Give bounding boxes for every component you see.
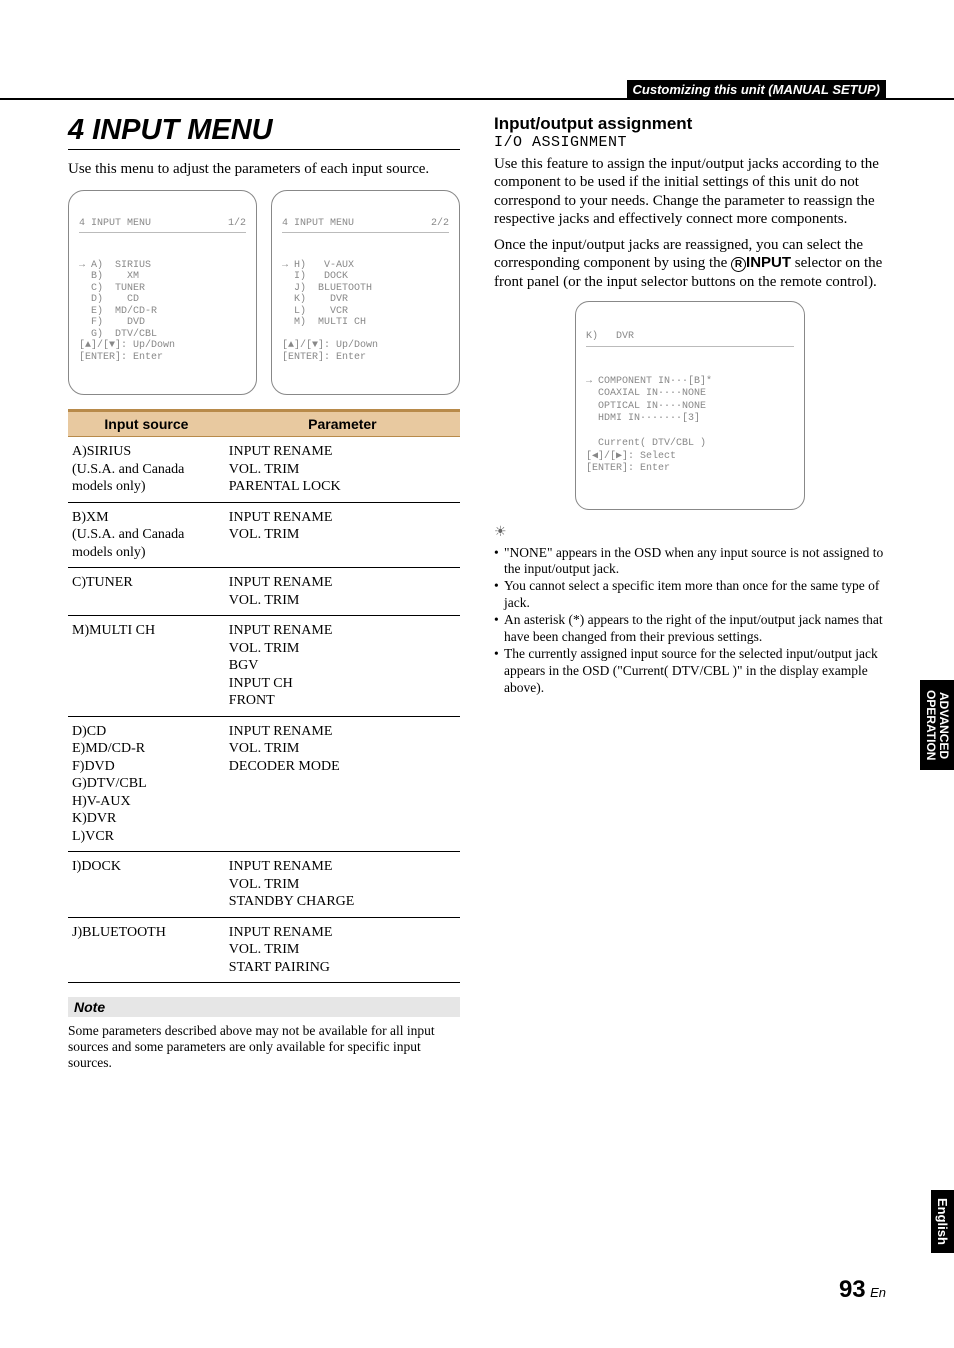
osd-panel-2: 4 INPUT MENU 2/2 → H) V-AUX I) DOCK J) B… — [271, 190, 460, 395]
osd1-body: → A) SIRIUS B) XM C) TUNER D) CD E) MD/C… — [79, 260, 246, 364]
osd1-title: 4 INPUT MENU — [79, 218, 151, 230]
io-heading: Input/output assignment — [494, 114, 886, 134]
tips-item: "NONE" appears in the OSD when any input… — [494, 545, 886, 579]
table-row: J)BLUETOOTHINPUT RENAME VOL. TRIM START … — [68, 917, 460, 983]
note-body: Some parameters described above may not … — [68, 1023, 460, 1072]
cell-param: INPUT RENAME VOL. TRIM BGV INPUT CH FRON… — [225, 616, 460, 717]
right-column: Input/output assignment I/O ASSIGNMENT U… — [494, 114, 886, 1072]
io-p2-bold: INPUT — [746, 254, 791, 271]
tips-item: You cannot select a specific item more t… — [494, 578, 886, 612]
cell-param: INPUT RENAME VOL. TRIM DECODER MODE — [225, 716, 460, 852]
cell-source: D)CD E)MD/CD-R F)DVD G)DTV/CBL H)V-AUX K… — [68, 716, 225, 852]
io-p2: Once the input/output jacks are reassign… — [494, 236, 886, 291]
osd1-page: 1/2 — [228, 218, 246, 230]
page-num-suffix: En — [870, 1285, 886, 1300]
page-columns: 4 INPUT MENU Use this menu to adjust the… — [0, 0, 954, 1072]
table-row: D)CD E)MD/CD-R F)DVD G)DTV/CBL H)V-AUX K… — [68, 716, 460, 852]
cell-source: C)TUNER — [68, 568, 225, 616]
cell-param: INPUT RENAME VOL. TRIM STANDBY CHARGE — [225, 852, 460, 918]
cell-param: INPUT RENAME VOL. TRIM — [225, 568, 460, 616]
cell-source: M)MULTI CH — [68, 616, 225, 717]
cell-source: A)SIRIUS (U.S.A. and Canada models only) — [68, 437, 225, 503]
osd-row: 4 INPUT MENU 1/2 → A) SIRIUS B) XM C) TU… — [68, 190, 460, 395]
cell-source: I)DOCK — [68, 852, 225, 918]
osd2-page: 2/2 — [431, 218, 449, 230]
header-breadcrumb: Customizing this unit (MANUAL SETUP) — [627, 80, 886, 99]
osd2-body: → H) V-AUX I) DOCK J) BLUETOOTH K) DVR L… — [282, 260, 449, 364]
cell-param: INPUT RENAME VOL. TRIM — [225, 502, 460, 568]
th-parameter: Parameter — [225, 411, 460, 437]
table-row: C)TUNERINPUT RENAME VOL. TRIM — [68, 568, 460, 616]
side-tab-english: English — [931, 1190, 954, 1253]
table-row: B)XM (U.S.A. and Canada models only)INPU… — [68, 502, 460, 568]
tips-icon: ☀ — [494, 524, 886, 541]
param-table: Input source Parameter A)SIRIUS (U.S.A. … — [68, 409, 460, 983]
left-column: 4 INPUT MENU Use this menu to adjust the… — [68, 114, 460, 1072]
table-row: A)SIRIUS (U.S.A. and Canada models only)… — [68, 437, 460, 503]
osd2-title: 4 INPUT MENU — [282, 218, 354, 230]
io-p1: Use this feature to assign the input/out… — [494, 155, 886, 228]
tips-list: "NONE" appears in the OSD when any input… — [494, 545, 886, 697]
side-tab-advanced: ADVANCED OPERATION — [920, 680, 954, 770]
section-title: 4 INPUT MENU — [68, 114, 460, 150]
param-tbody: A)SIRIUS (U.S.A. and Canada models only)… — [68, 437, 460, 983]
tips-item: An asterisk (*) appears to the right of … — [494, 612, 886, 646]
osd-dvr-body: → COMPONENT IN···[B]* COAXIAL IN····NONE… — [586, 376, 794, 476]
osd-panel-1: 4 INPUT MENU 1/2 → A) SIRIUS B) XM C) TU… — [68, 190, 257, 395]
table-row: I)DOCKINPUT RENAME VOL. TRIM STANDBY CHA… — [68, 852, 460, 918]
intro-text: Use this menu to adjust the parameters o… — [68, 160, 460, 178]
tips-item: The currently assigned input source for … — [494, 646, 886, 697]
cell-source: B)XM (U.S.A. and Canada models only) — [68, 502, 225, 568]
page-num-value: 93 — [839, 1276, 866, 1303]
th-input-source: Input source — [68, 411, 225, 437]
osd-panel-dvr: K) DVR → COMPONENT IN···[B]* COAXIAL IN·… — [575, 301, 805, 510]
table-row: M)MULTI CHINPUT RENAME VOL. TRIM BGV INP… — [68, 616, 460, 717]
page-number: 93 En — [839, 1276, 886, 1304]
note-label: Note — [68, 997, 460, 1017]
osd-dvr-head: K) DVR — [586, 331, 794, 347]
cell-param: INPUT RENAME VOL. TRIM START PAIRING — [225, 917, 460, 983]
cell-source: J)BLUETOOTH — [68, 917, 225, 983]
cell-param: INPUT RENAME VOL. TRIM PARENTAL LOCK — [225, 437, 460, 503]
ring-r-icon: R — [731, 257, 746, 272]
io-mono: I/O ASSIGNMENT — [494, 134, 886, 151]
